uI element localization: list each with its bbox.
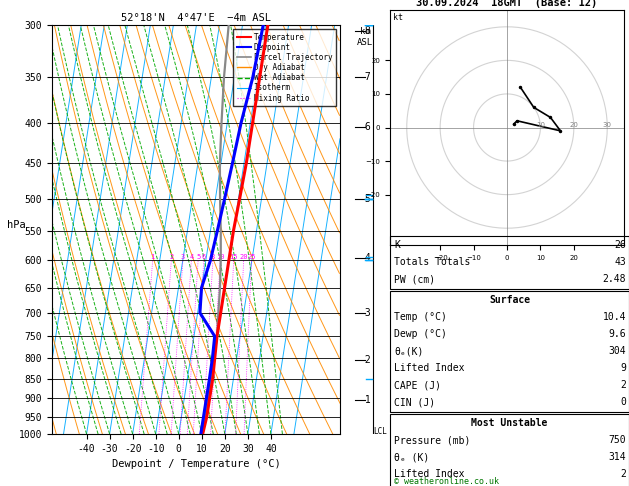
Text: 20: 20 xyxy=(569,122,578,127)
Text: 10: 10 xyxy=(536,122,545,127)
Text: 30: 30 xyxy=(603,122,612,127)
Text: 43: 43 xyxy=(615,258,626,267)
Text: 3: 3 xyxy=(181,255,185,260)
Y-axis label: hPa: hPa xyxy=(7,220,25,229)
Text: Lifted Index: Lifted Index xyxy=(394,469,464,479)
X-axis label: Dewpoint / Temperature (°C): Dewpoint / Temperature (°C) xyxy=(111,459,281,469)
Text: 2: 2 xyxy=(620,469,626,479)
Text: -8: -8 xyxy=(359,26,371,35)
Text: 9: 9 xyxy=(620,364,626,373)
Text: 0: 0 xyxy=(620,398,626,407)
Text: -3: -3 xyxy=(359,308,371,318)
Text: kt: kt xyxy=(393,13,403,22)
Text: Most Unstable: Most Unstable xyxy=(471,418,548,428)
Text: K: K xyxy=(394,241,400,250)
Text: 10.4: 10.4 xyxy=(603,312,626,322)
Text: -6: -6 xyxy=(359,122,371,132)
Text: PW (cm): PW (cm) xyxy=(394,275,435,284)
Text: Surface: Surface xyxy=(489,295,530,305)
Text: LCL: LCL xyxy=(374,427,387,436)
Text: Lifted Index: Lifted Index xyxy=(394,364,464,373)
Text: 5: 5 xyxy=(196,255,200,260)
Text: 25: 25 xyxy=(247,255,256,260)
Text: 304: 304 xyxy=(608,347,626,356)
Text: 10: 10 xyxy=(216,255,225,260)
Text: 750: 750 xyxy=(608,435,626,445)
Text: 1: 1 xyxy=(150,255,155,260)
Text: θₑ (K): θₑ (K) xyxy=(394,452,429,462)
Text: ASL: ASL xyxy=(357,38,373,47)
Text: θₑ(K): θₑ(K) xyxy=(394,347,423,356)
Text: 2: 2 xyxy=(620,381,626,390)
Text: Pressure (mb): Pressure (mb) xyxy=(394,435,470,445)
Text: 314: 314 xyxy=(608,452,626,462)
Text: 15: 15 xyxy=(230,255,238,260)
Text: -1: -1 xyxy=(359,395,371,405)
Text: 2.48: 2.48 xyxy=(603,275,626,284)
Text: -2: -2 xyxy=(359,355,371,365)
Text: CAPE (J): CAPE (J) xyxy=(394,381,441,390)
Text: -5: -5 xyxy=(359,193,371,204)
Legend: Temperature, Dewpoint, Parcel Trajectory, Dry Adiabat, Wet Adiabat, Isotherm, Mi: Temperature, Dewpoint, Parcel Trajectory… xyxy=(233,29,336,106)
Text: Totals Totals: Totals Totals xyxy=(394,258,470,267)
Title: 30.09.2024  18GMT  (Base: 12): 30.09.2024 18GMT (Base: 12) xyxy=(416,0,598,8)
Text: km: km xyxy=(360,27,370,36)
Text: -7: -7 xyxy=(359,72,371,82)
Text: Dewp (°C): Dewp (°C) xyxy=(394,330,447,339)
Text: CIN (J): CIN (J) xyxy=(394,398,435,407)
Text: © weatheronline.co.uk: © weatheronline.co.uk xyxy=(394,476,499,486)
Text: 9.6: 9.6 xyxy=(608,330,626,339)
Text: 4: 4 xyxy=(189,255,194,260)
Text: Temp (°C): Temp (°C) xyxy=(394,312,447,322)
Text: -4: -4 xyxy=(359,253,371,262)
Text: 6: 6 xyxy=(202,255,206,260)
Title: 52°18'N  4°47'E  −4m ASL: 52°18'N 4°47'E −4m ASL xyxy=(121,13,271,23)
Text: 20: 20 xyxy=(240,255,248,260)
Text: 8: 8 xyxy=(211,255,215,260)
Text: 2: 2 xyxy=(169,255,174,260)
Text: 26: 26 xyxy=(615,241,626,250)
